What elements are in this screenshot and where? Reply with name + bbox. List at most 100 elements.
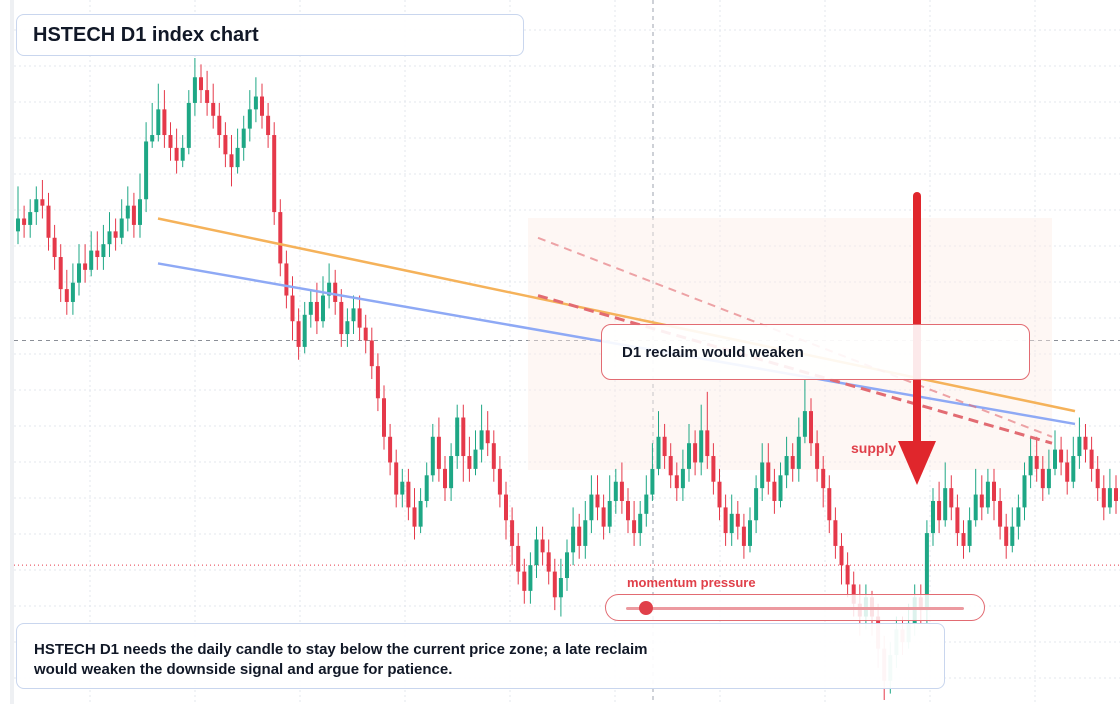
candle-body: [827, 488, 832, 521]
candle-body: [1089, 449, 1094, 469]
candle-body: [199, 77, 203, 91]
candle-body: [211, 102, 216, 116]
candle-body: [314, 301, 319, 322]
candle-body: [796, 436, 801, 469]
candle-body: [711, 456, 716, 482]
candle-body: [766, 462, 771, 482]
candle-body: [955, 507, 960, 534]
candle-body: [28, 212, 33, 225]
candle-body: [552, 571, 557, 598]
candle-body: [821, 468, 826, 489]
candle-body: [723, 507, 728, 534]
candle-body: [1016, 507, 1021, 527]
candle-body: [949, 488, 954, 508]
candle-body: [1004, 526, 1009, 546]
momentum-label: momentum pressure: [627, 575, 756, 590]
candle-body: [138, 199, 142, 225]
candle-body: [979, 494, 984, 508]
candle-body: [595, 494, 600, 508]
candle-body: [534, 539, 539, 566]
candle-body: [674, 475, 679, 489]
supply-label: supply: [851, 440, 897, 456]
candle-body: [412, 507, 417, 527]
candle-body: [58, 257, 63, 290]
candle-body: [717, 481, 722, 508]
candle-body: [473, 449, 478, 469]
candle-body: [632, 520, 637, 534]
candle-body: [131, 205, 136, 225]
candle-body: [1114, 488, 1118, 501]
candle-body: [77, 263, 81, 283]
candle-body: [680, 468, 685, 489]
candle-body: [436, 436, 441, 469]
candle-body: [272, 135, 277, 213]
candle-body: [845, 565, 850, 585]
candle-body: [168, 135, 173, 148]
candle-body: [741, 526, 746, 546]
candle-body: [1071, 456, 1076, 482]
candle-body: [1107, 488, 1112, 508]
candle-body: [333, 282, 338, 302]
candle-body: [571, 526, 576, 553]
candle-body: [375, 366, 380, 399]
candle-body: [565, 552, 569, 579]
candle-body: [455, 417, 460, 457]
chart-note: HSTECH D1 needs the daily candle to stay…: [16, 623, 945, 689]
candle-body: [70, 282, 75, 302]
candle-body: [235, 147, 240, 168]
candle-body: [357, 308, 362, 328]
candle-body: [83, 263, 88, 270]
candle-body: [64, 289, 69, 302]
candle-body: [943, 488, 948, 521]
candle-body: [784, 456, 789, 476]
candle-body: [400, 481, 405, 495]
candle-body: [1101, 488, 1106, 508]
candle-body: [394, 462, 399, 495]
left-edge: [10, 0, 14, 704]
candle-body: [601, 507, 606, 527]
candle-body: [192, 77, 197, 103]
candle-body: [125, 205, 130, 219]
candle-body: [961, 533, 966, 546]
candle-body: [516, 545, 521, 572]
candle-body: [52, 237, 57, 258]
candle-body: [985, 481, 990, 508]
candle-body: [40, 199, 45, 206]
candle-body: [626, 500, 630, 521]
candle-body: [699, 430, 704, 463]
candle-body: [156, 109, 161, 136]
arrow-head: [898, 441, 936, 485]
candle-body: [644, 494, 649, 514]
candle-body: [924, 533, 929, 611]
candle-body: [778, 475, 783, 501]
candle-body: [802, 411, 807, 437]
candle-body: [205, 90, 210, 103]
candle-body: [144, 141, 149, 200]
candle-body: [772, 481, 777, 501]
candle-body: [162, 109, 167, 136]
candle-body: [89, 250, 94, 270]
candle-body: [693, 443, 698, 463]
candle-body: [278, 212, 283, 264]
candle-body: [449, 456, 454, 489]
candle-body: [967, 520, 972, 546]
candle-body: [1022, 475, 1027, 508]
candle-body: [613, 481, 618, 501]
candle-body: [833, 520, 838, 546]
candle-body: [479, 430, 484, 450]
candle-body: [217, 115, 222, 136]
candle-body: [748, 520, 752, 546]
candle-body: [1065, 462, 1070, 482]
candle-body: [656, 436, 661, 469]
candle-body: [345, 321, 350, 335]
candle-body: [174, 147, 179, 161]
candle-body: [504, 494, 508, 521]
candle-body: [363, 327, 368, 341]
candle-body: [369, 340, 374, 367]
candle-body: [528, 565, 533, 591]
candle-body: [1083, 436, 1088, 450]
candle-body: [22, 218, 27, 225]
candle-body: [302, 314, 307, 347]
candle-body: [735, 513, 740, 527]
candle-body: [589, 494, 594, 521]
